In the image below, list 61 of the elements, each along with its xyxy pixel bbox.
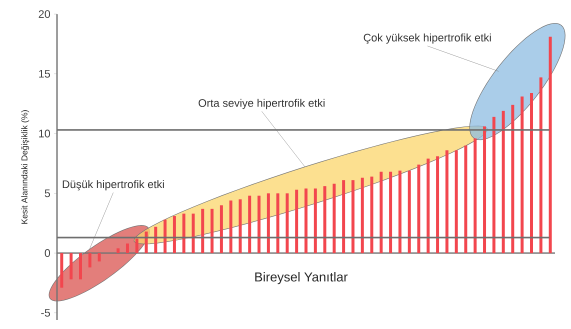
bar — [182, 214, 186, 254]
bar — [332, 184, 336, 254]
bar — [135, 238, 138, 254]
bar — [548, 36, 552, 254]
bar — [398, 170, 402, 254]
bar — [464, 146, 468, 254]
y-tick-label: 10 — [39, 130, 50, 138]
bar — [380, 172, 383, 254]
y-tick-label: 20 — [38, 10, 50, 18]
bar — [70, 253, 73, 280]
bar — [201, 208, 204, 254]
bar — [304, 188, 308, 254]
bar — [445, 150, 448, 254]
bar — [370, 176, 374, 254]
bar — [98, 253, 101, 262]
bar — [360, 178, 364, 254]
bar — [492, 116, 496, 254]
bar — [314, 188, 317, 254]
y-tick-label: 15 — [39, 70, 50, 78]
bar — [323, 186, 326, 254]
bar — [172, 216, 176, 254]
bar — [276, 193, 280, 254]
y-axis-title: Kesit Alanındaki Değişiklik (%) — [21, 110, 30, 224]
bar — [539, 77, 542, 254]
bar — [220, 205, 223, 254]
y-tick-label: -5 — [41, 308, 50, 317]
annotation: Çok yüksek hipertrofik etki — [364, 33, 491, 44]
bar — [408, 170, 411, 254]
bar — [144, 232, 148, 254]
y-tick-label: 0 — [44, 249, 50, 257]
bar — [88, 253, 92, 268]
bar — [79, 253, 82, 280]
bar — [60, 253, 64, 288]
bar — [474, 138, 477, 254]
bar — [342, 180, 346, 254]
bar — [351, 180, 354, 254]
bar — [389, 172, 392, 254]
bar — [286, 193, 289, 254]
bar — [266, 193, 270, 254]
annotation: Düşük hipertrofik etki — [62, 180, 164, 190]
bar — [295, 190, 298, 254]
bar — [126, 244, 129, 254]
bar — [164, 220, 167, 254]
bar — [511, 104, 514, 254]
bar — [229, 200, 232, 254]
bar — [154, 226, 158, 254]
bar — [238, 199, 242, 254]
x-axis-title: Bireysel Yanıtlar — [255, 272, 348, 284]
bar — [116, 248, 120, 254]
bar — [436, 156, 440, 254]
bar — [520, 96, 524, 254]
annotation: Orta seviye hipertrofik etki — [198, 98, 325, 110]
y-tick-label: 5 — [44, 189, 50, 198]
bar — [454, 150, 458, 254]
bar — [258, 196, 261, 254]
bar — [426, 158, 430, 254]
bar — [530, 92, 533, 254]
bar — [210, 208, 214, 254]
bar — [248, 196, 252, 254]
bar — [502, 110, 505, 254]
bar — [483, 126, 486, 254]
